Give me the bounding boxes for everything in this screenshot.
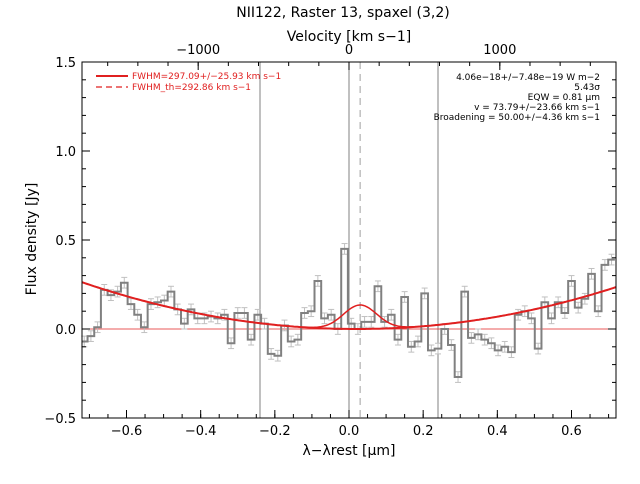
annotation-2: EQW = 0.81 μm <box>528 93 600 103</box>
x-tick-label-4: 0.2 <box>413 424 434 439</box>
top-axis-label: Velocity [km s−1] <box>287 29 411 45</box>
x-axis-label: λ−λrest [μm] <box>302 443 395 459</box>
x-tick-label-3: 0.0 <box>339 424 360 439</box>
x-tick-label-5: 0.4 <box>487 424 508 439</box>
y-tick-label-2: 0.5 <box>55 234 76 249</box>
v-tick-label-2: 1000 <box>483 43 516 58</box>
y-tick-label-1: 0.0 <box>55 323 76 338</box>
annotation-3: v = 73.79+/−23.66 km s−1 <box>474 103 600 113</box>
axis-ticks: −0.6 −0.4 −0.2 0.0 0.2 0.4 0.6 −0.5 0.0 0.5 1.0 1.5… <box>44 43 616 439</box>
y-tick-label-0: −0.5 <box>44 412 76 427</box>
x-tick-label-1: −0.4 <box>185 424 217 439</box>
y-axis-label: Flux density [Jy] <box>24 183 40 296</box>
legend-label-1: FWHM_th=292.86 km s−1 <box>132 83 251 93</box>
v-tick-label-1: 0 <box>345 43 353 58</box>
fit-gaussian <box>81 281 617 329</box>
v-tick-label-0: −1000 <box>176 43 220 58</box>
annotation-0: 4.06e−18+/−7.48e−19 W m−2 <box>456 73 600 83</box>
legend-entry-0: FWHM=297.09+/−25.93 km s−1 <box>96 72 281 82</box>
x-tick-label-0: −0.6 <box>111 424 143 439</box>
x-tick-label-6: 0.6 <box>561 424 582 439</box>
series-group <box>81 247 617 379</box>
annotation-4: Broadening = 50.00+/−4.36 km s−1 <box>434 113 600 123</box>
legend-label-0: FWHM=297.09+/−25.93 km s−1 <box>132 72 281 82</box>
x-tick-label-2: −0.2 <box>259 424 291 439</box>
legend-entry-1: FWHM_th=292.86 km s−1 <box>96 83 251 93</box>
y-tick-label-4: 1.5 <box>55 56 76 71</box>
y-tick-label-3: 1.0 <box>55 145 76 160</box>
annotation-1: 5.43σ <box>574 83 600 93</box>
legend: FWHM=297.09+/−25.93 km s−1FWHM_th=292.86… <box>96 72 281 93</box>
chart-title: NII122, Raster 13, spaxel (3,2) <box>236 5 449 21</box>
